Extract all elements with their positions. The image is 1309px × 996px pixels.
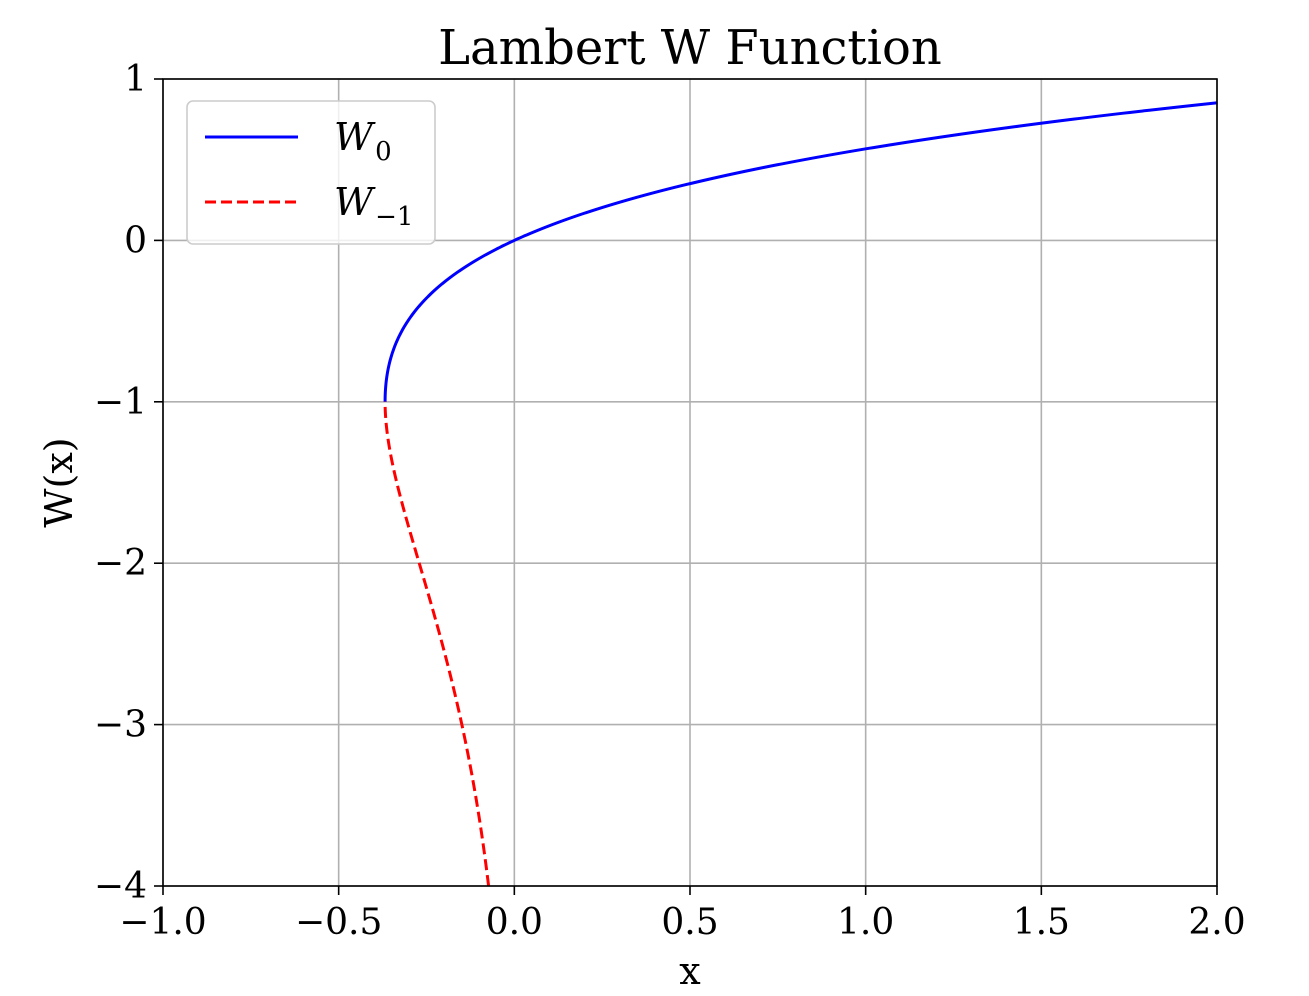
x-tick-label: 0.5: [661, 902, 718, 943]
series-line-w0: [383, 101, 1218, 403]
x-tick-label: 2.0: [1188, 902, 1245, 943]
x-tick-label: −0.5: [295, 902, 382, 943]
x-tick-label: 1.5: [1013, 902, 1070, 943]
legend-label-subscript: −1: [375, 202, 413, 232]
legend-label-w0: W0: [334, 115, 392, 167]
legend-label-w-minus-1: W−1: [334, 180, 413, 232]
legend-label-subscript: 0: [375, 137, 392, 167]
x-tick-label: 0.0: [486, 902, 543, 943]
legend: W0W−1: [186, 100, 436, 245]
y-tick-label: 0: [124, 220, 147, 261]
x-tick-label: 1.0: [837, 902, 894, 943]
series-line-w-minus-1: [383, 401, 491, 887]
y-axis-label: W(x): [37, 437, 81, 527]
y-tick-label: −3: [94, 705, 147, 746]
chart-title: Lambert W Function: [438, 20, 942, 76]
legend-label-main: W: [334, 180, 376, 224]
y-tick-label: 1: [124, 59, 147, 100]
y-tick-label: −1: [94, 382, 147, 423]
y-tick-label: −4: [94, 866, 147, 907]
legend-label-main: W: [334, 115, 376, 159]
axis-ticks: −1.0 −0.5 0.0 0.5 1.0 1.5 2.0 1 0 −1 −2 −3 −4: [94, 59, 1246, 943]
plot-series: [383, 101, 1218, 887]
y-tick-label: −2: [94, 543, 147, 584]
x-tick-label: −1.0: [119, 902, 206, 943]
x-axis-label: x: [679, 949, 700, 993]
